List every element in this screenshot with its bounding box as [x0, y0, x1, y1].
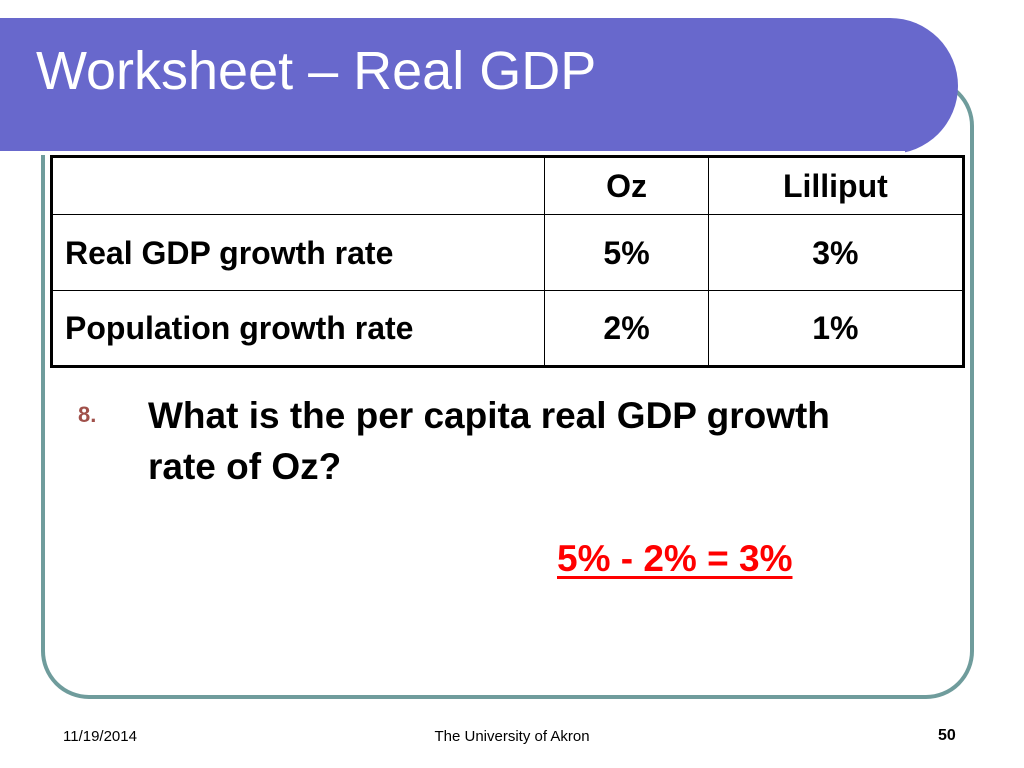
title-bar [0, 18, 958, 155]
table-header-cell: Lilliput [707, 156, 965, 215]
table-cell: 3% [707, 214, 965, 291]
slide-number: 50 [938, 727, 956, 744]
table-cell: 1% [707, 290, 965, 367]
table-row-label: Population growth rate [50, 290, 546, 367]
slide-title: Worksheet – Real GDP [36, 41, 597, 101]
question-number: 8. [78, 402, 97, 427]
table-cell: 5% [544, 214, 709, 291]
table-row-label: Real GDP growth rate [50, 214, 546, 291]
table-header-row: Oz Lilliput [50, 156, 965, 215]
table-cell: 2% [544, 290, 709, 367]
table-row: Population growth rate 2% 1% [50, 290, 965, 367]
data-table: Oz Lilliput Real GDP growth rate 5% 3% P… [50, 155, 965, 368]
table-row: Real GDP growth rate 5% 3% [50, 214, 965, 291]
table-header-cell: Oz [544, 156, 709, 215]
question-text: What is the per capita real GDP growth r… [148, 395, 830, 487]
table-header-cell [50, 156, 546, 215]
footer-organization: The University of Akron [434, 728, 590, 745]
answer-text: 5% - 2% = 3% [557, 538, 793, 579]
question-item: 8. What is the per capita real GDP growt… [78, 390, 858, 492]
title-underline [0, 151, 905, 155]
footer-date: 11/19/2014 [63, 728, 137, 745]
